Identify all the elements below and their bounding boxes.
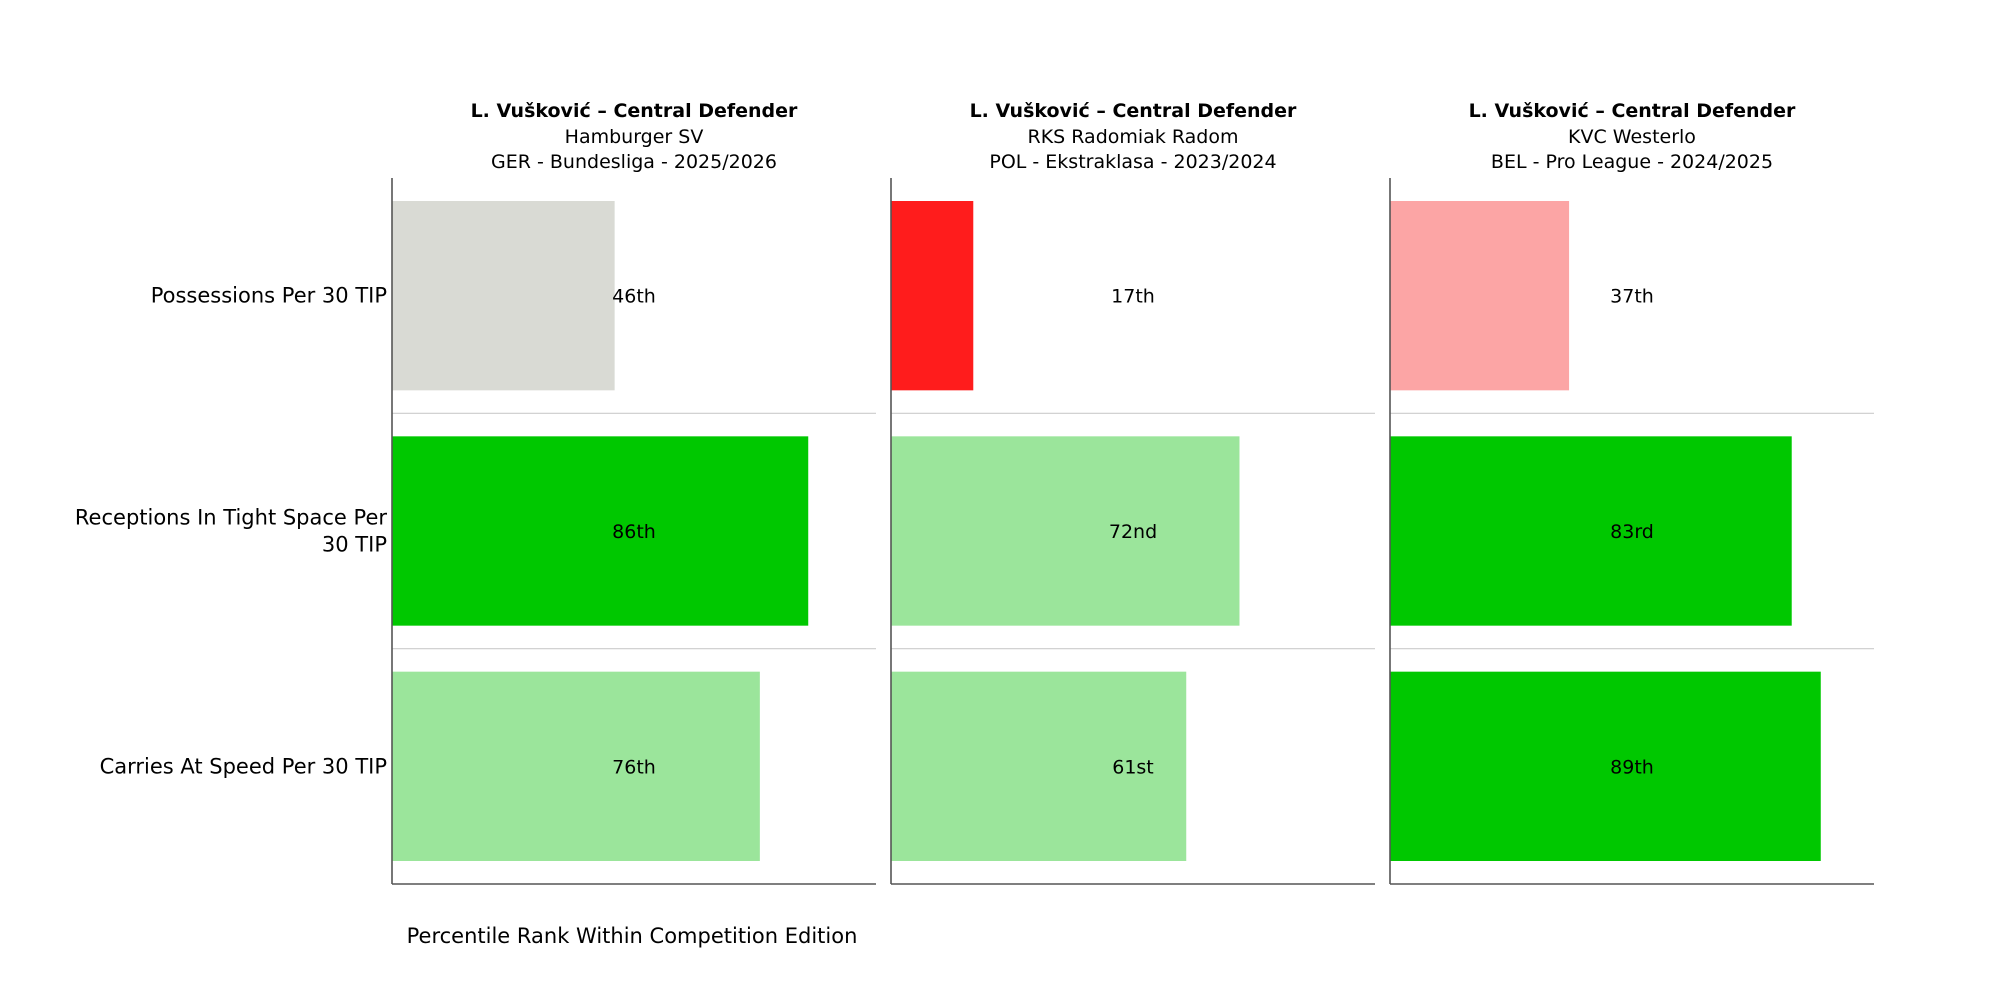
panel-competition: GER - Bundesliga - 2025/2026	[491, 151, 777, 173]
panel-competition: POL - Ekstraklasa - 2023/2024	[989, 151, 1276, 173]
bar	[891, 436, 1240, 626]
panel-team: Hamburger SV	[565, 126, 704, 148]
x-axis-title: Percentile Rank Within Competition Editi…	[407, 924, 858, 948]
bar-value-label: 46th	[612, 286, 656, 308]
category-label-line: 30 TIP	[322, 533, 387, 557]
bar-value-label: 86th	[612, 521, 656, 543]
category-label-line: Possessions Per 30 TIP	[151, 284, 387, 308]
panel-title: L. Vušković – Central Defender	[471, 100, 798, 122]
bar-value-label: 72nd	[1109, 521, 1157, 543]
bar-value-label: 76th	[612, 756, 656, 778]
panel-team: KVC Westerlo	[1568, 126, 1696, 148]
bar-value-label: 89th	[1610, 756, 1654, 778]
bar	[891, 671, 1187, 861]
bar-value-label: 61st	[1112, 756, 1154, 778]
category-label: Receptions In Tight Space Per 30 TIP	[75, 506, 387, 557]
category-label-line: Carries At Speed Per 30 TIP	[100, 754, 387, 778]
panel-competition: BEL - Pro League - 2024/2025	[1491, 151, 1773, 173]
bar	[392, 671, 760, 861]
bar-value-label: 37th	[1610, 286, 1654, 308]
bar-value-label: 17th	[1111, 286, 1155, 308]
bar	[392, 436, 809, 626]
panel-title: L. Vušković – Central Defender	[970, 100, 1297, 122]
bar	[1390, 436, 1792, 626]
category-label-line: Receptions In Tight Space Per	[75, 506, 387, 530]
bar	[392, 201, 615, 391]
bar	[891, 201, 974, 391]
bar-value-label: 83rd	[1610, 521, 1654, 543]
panel-team: RKS Radomiak Radom	[1028, 126, 1239, 148]
bar	[1390, 671, 1821, 861]
category-label: Carries At Speed Per 30 TIP	[100, 754, 387, 778]
bar	[1390, 201, 1570, 391]
panel-title: L. Vušković – Central Defender	[1469, 100, 1796, 122]
category-label: Possessions Per 30 TIP	[151, 284, 387, 308]
